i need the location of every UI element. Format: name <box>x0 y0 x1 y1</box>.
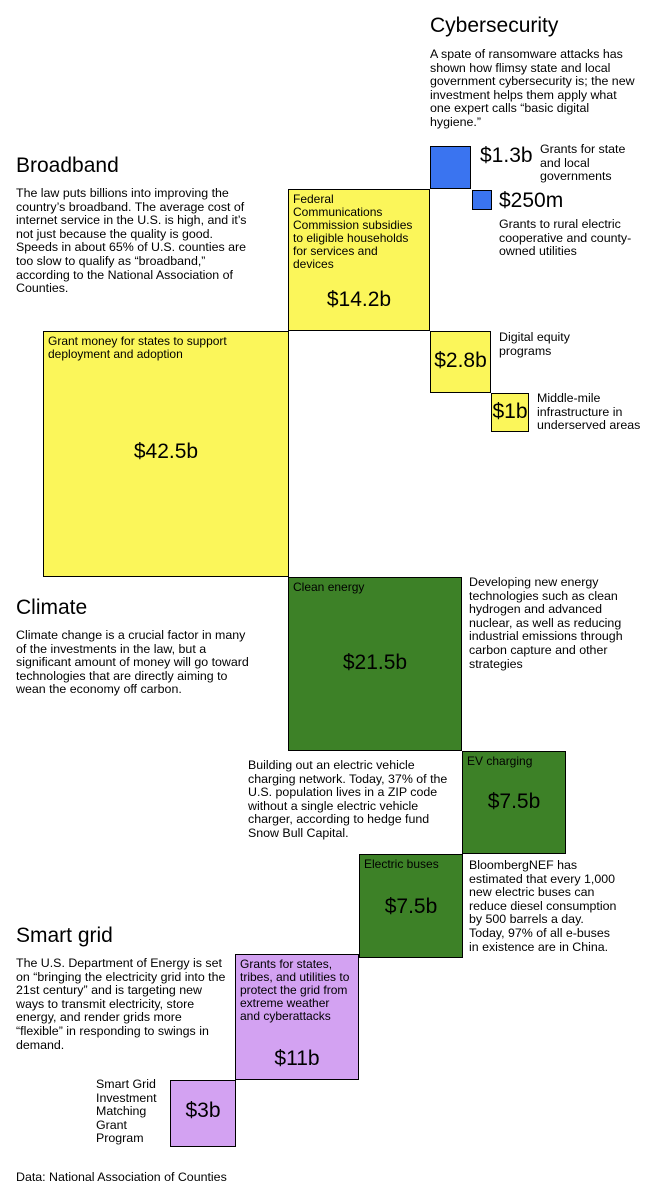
title-cl-bus: Electric buses <box>364 857 439 871</box>
square-bb-middle: $1b <box>491 393 529 432</box>
square-bb-fcc: Federal Communications Commission subsid… <box>288 189 430 331</box>
title-sg-grants: Grants for states, tribes, and utilities… <box>240 957 350 1023</box>
title-cl-ev: EV charging <box>467 754 533 768</box>
square-cl-clean: Clean energy $21.5b <box>288 577 462 751</box>
value-bb-fcc: $14.2b <box>326 288 392 311</box>
title-cl-clean: Clean energy <box>293 580 365 594</box>
label-bb-middle: Middle-mile infrastructure in underserve… <box>537 391 641 433</box>
title-bb-grant: Grant money for states to support deploy… <box>48 334 227 361</box>
value-cl-ev: $7.5b <box>487 790 541 813</box>
label-cl-clean-detail: Developing new energy technologies such … <box>469 575 623 671</box>
broadband-description: The law puts billions into improving the… <box>16 186 247 296</box>
label-cl-bus-detail: BloombergNEF has estimated that every 1,… <box>469 858 617 954</box>
smart-grid-description: The U.S. Department of Energy is set on … <box>16 956 226 1052</box>
smart-grid-heading: Smart grid <box>16 924 113 947</box>
square-sg-grants: Grants for states, tribes, and utilities… <box>235 954 359 1080</box>
cybersecurity-description: A spate of ransomware attacks has shown … <box>430 47 635 129</box>
label-bb-equity: Digital equity programs <box>499 330 570 358</box>
broadband-heading: Broadband <box>16 154 119 177</box>
label-cl-ev-detail: Building out an electric vehicle chargin… <box>248 758 448 840</box>
value-cl-clean: $21.5b <box>342 651 408 674</box>
cybersecurity-heading: Cybersecurity <box>430 14 559 37</box>
value-cl-bus: $7.5b <box>384 895 438 918</box>
square-cl-ev: EV charging $7.5b <box>462 751 566 854</box>
value-bb-middle: $1b <box>492 400 528 423</box>
label-cyber-rural: Grants to rural electric cooperative and… <box>499 217 632 259</box>
value-sg-grants: $11b <box>274 1047 320 1070</box>
value-cyber-rural: $250m <box>499 189 564 212</box>
square-sg-match: $3b <box>170 1080 236 1147</box>
value-bb-equity: $2.8b <box>434 349 487 372</box>
climate-heading: Climate <box>16 596 88 619</box>
square-cl-bus: Electric buses $7.5b <box>359 854 463 958</box>
source-note: Data: National Association of Counties <box>16 1170 227 1184</box>
square-bb-equity: $2.8b <box>430 331 491 393</box>
value-bb-grant: $42.5b <box>133 440 199 463</box>
square-cyber-rural <box>472 190 492 210</box>
title-bb-fcc: Federal Communications Commission subsid… <box>293 192 413 271</box>
square-bb-grant: Grant money for states to support deploy… <box>43 331 289 577</box>
value-cyber-state: $1.3b <box>480 144 533 167</box>
label-cyber-state: Grants for state and local governments <box>540 142 626 184</box>
climate-description: Climate change is a crucial factor in ma… <box>16 628 249 697</box>
value-sg-match: $3b <box>185 1099 221 1122</box>
square-cyber-state <box>430 146 471 189</box>
label-sg-match: Smart Grid Investment Matching Grant Pro… <box>96 1077 157 1146</box>
